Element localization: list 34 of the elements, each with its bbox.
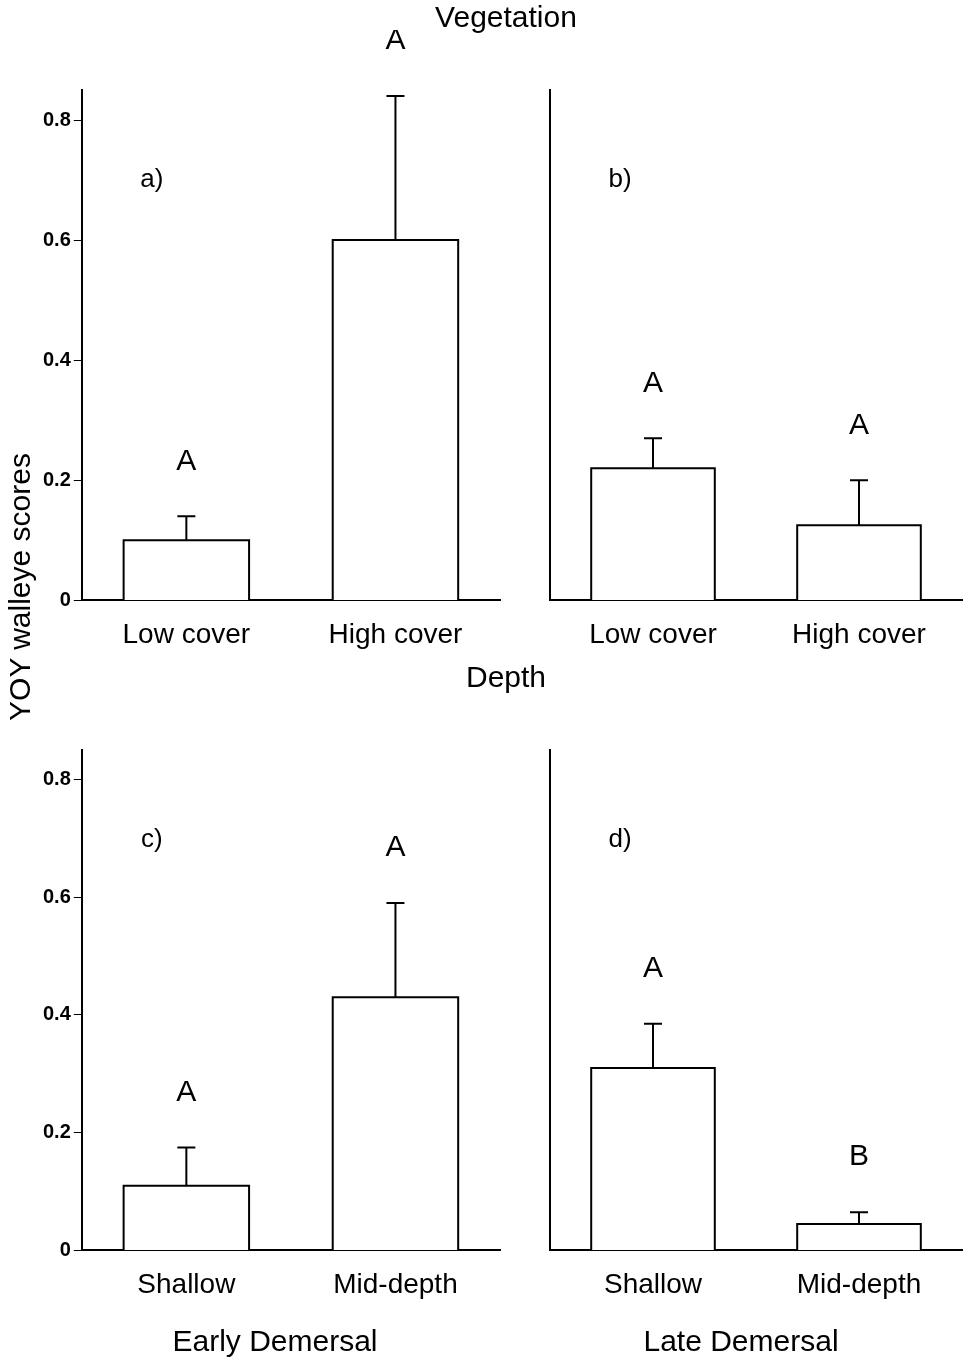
x-tick-label: Shallow	[137, 1267, 237, 1299]
x-axis-title: Late Demersal	[642, 1324, 840, 1358]
annotation: A	[176, 1073, 197, 1107]
y-tick-label: 0.8	[42, 107, 71, 130]
x-tick-label: Low cover	[589, 617, 717, 649]
x-tick-label: High cover	[328, 617, 463, 649]
y-tick-label: 0.4	[42, 347, 72, 370]
annotation: B	[848, 1138, 870, 1172]
chart-title: Vegetation	[435, 0, 577, 33]
chart-title: Depth	[464, 660, 548, 695]
x-tick-label: Mid-depth	[333, 1267, 458, 1299]
y-tick-label: 0.2	[42, 467, 71, 490]
annotation: A	[642, 364, 664, 398]
x-tick-label: Mid-depth	[796, 1267, 922, 1299]
x-axis-title: Early Demersal	[171, 1324, 379, 1358]
y-tick-label: 0	[59, 1237, 71, 1260]
y-axis-title: YOY walleye scores	[3, 452, 37, 723]
x-tick-label: Shallow	[603, 1267, 703, 1299]
y-tick-label: 0.4	[42, 1002, 72, 1025]
y-tick-label: 0.6	[42, 884, 71, 907]
annotation: A	[848, 406, 870, 440]
annotation: b)	[608, 163, 632, 194]
x-tick-label: High cover	[792, 617, 926, 649]
annotation: d)	[608, 823, 632, 854]
annotation: A	[642, 950, 664, 984]
x-tick-label: Low cover	[122, 617, 251, 649]
annotation: a)	[140, 163, 164, 194]
y-tick-label: 0.6	[42, 227, 71, 250]
annotation: c)	[140, 823, 163, 854]
y-tick-label: 0.8	[42, 766, 71, 789]
y-tick-label: 0.2	[42, 1120, 71, 1143]
y-tick-label: 0	[59, 587, 71, 610]
annotation: A	[385, 829, 406, 863]
annotation: A	[176, 442, 197, 476]
